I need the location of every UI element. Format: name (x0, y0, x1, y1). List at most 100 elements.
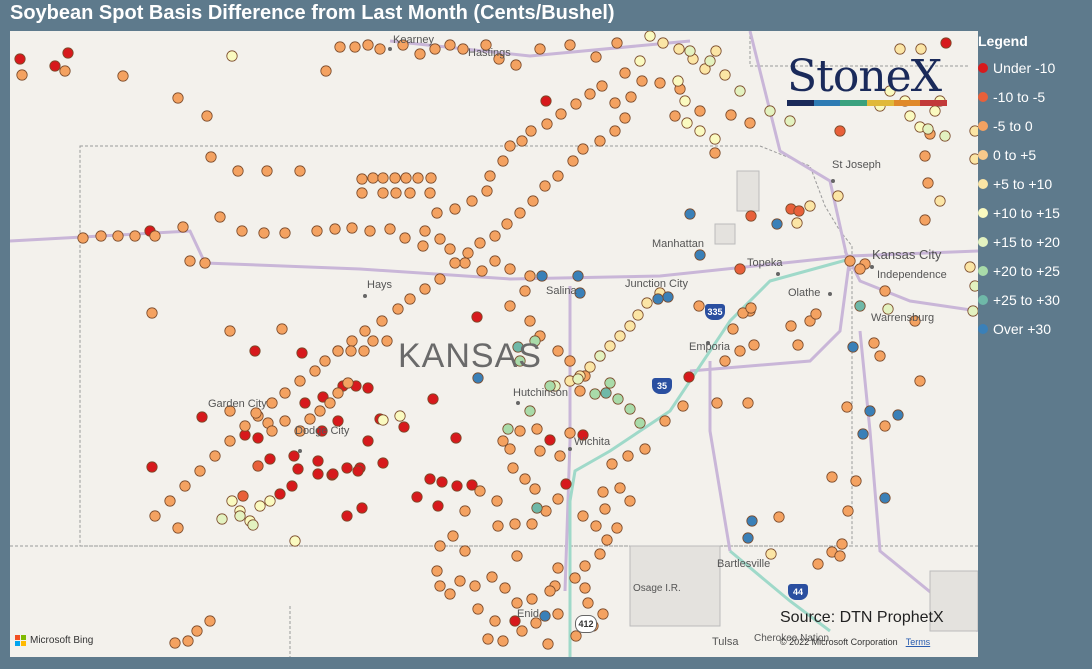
elevator-marker[interactable] (459, 505, 471, 517)
elevator-marker[interactable] (149, 510, 161, 522)
elevator-marker[interactable] (564, 427, 576, 439)
elevator-marker[interactable] (614, 330, 626, 342)
legend-item[interactable]: +20 to +25 (978, 256, 1092, 285)
elevator-marker[interactable] (377, 187, 389, 199)
elevator-marker[interactable] (346, 335, 358, 347)
elevator-marker[interactable] (489, 230, 501, 242)
elevator-marker[interactable] (358, 345, 370, 357)
elevator-marker[interactable] (552, 170, 564, 182)
elevator-marker[interactable] (129, 230, 141, 242)
elevator-marker[interactable] (404, 293, 416, 305)
elevator-marker[interactable] (214, 211, 226, 223)
elevator-marker[interactable] (597, 486, 609, 498)
elevator-marker[interactable] (514, 425, 526, 437)
elevator-marker[interactable] (417, 240, 429, 252)
elevator-marker[interactable] (447, 530, 459, 542)
elevator-marker[interactable] (882, 303, 894, 315)
elevator-marker[interactable] (194, 465, 206, 477)
elevator-marker[interactable] (184, 255, 196, 267)
elevator-marker[interactable] (196, 411, 208, 423)
elevator-marker[interactable] (364, 225, 376, 237)
elevator-marker[interactable] (748, 339, 760, 351)
elevator-marker[interactable] (264, 495, 276, 507)
elevator-marker[interactable] (604, 340, 616, 352)
elevator-marker[interactable] (266, 425, 278, 437)
elevator-marker[interactable] (564, 39, 576, 51)
elevator-marker[interactable] (367, 172, 379, 184)
elevator-marker[interactable] (247, 519, 259, 531)
elevator-marker[interactable] (879, 285, 891, 297)
elevator-marker[interactable] (572, 270, 584, 282)
elevator-marker[interactable] (536, 270, 548, 282)
elevator-marker[interactable] (524, 315, 536, 327)
elevator-marker[interactable] (419, 225, 431, 237)
elevator-marker[interactable] (552, 608, 564, 620)
elevator-marker[interactable] (879, 420, 891, 432)
elevator-marker[interactable] (236, 225, 248, 237)
elevator-marker[interactable] (929, 105, 941, 117)
elevator-marker[interactable] (857, 428, 869, 440)
elevator-marker[interactable] (484, 170, 496, 182)
elevator-marker[interactable] (884, 85, 896, 97)
elevator-marker[interactable] (497, 155, 509, 167)
elevator-marker[interactable] (432, 500, 444, 512)
elevator-marker[interactable] (632, 309, 644, 321)
elevator-marker[interactable] (232, 165, 244, 177)
elevator-marker[interactable] (624, 403, 636, 415)
elevator-marker[interactable] (609, 125, 621, 137)
elevator-marker[interactable] (204, 615, 216, 627)
elevator-marker[interactable] (570, 630, 582, 642)
elevator-marker[interactable] (362, 435, 374, 447)
elevator-marker[interactable] (634, 55, 646, 67)
elevator-marker[interactable] (345, 345, 357, 357)
elevator-marker[interactable] (793, 205, 805, 217)
elevator-marker[interactable] (312, 455, 324, 467)
elevator-marker[interactable] (316, 425, 328, 437)
elevator-marker[interactable] (411, 491, 423, 503)
elevator-marker[interactable] (604, 377, 616, 389)
elevator-marker[interactable] (294, 165, 306, 177)
elevator-marker[interactable] (424, 187, 436, 199)
elevator-marker[interactable] (177, 221, 189, 233)
elevator-marker[interactable] (812, 558, 824, 570)
elevator-marker[interactable] (399, 232, 411, 244)
elevator-marker[interactable] (596, 80, 608, 92)
elevator-marker[interactable] (694, 249, 706, 261)
elevator-marker[interactable] (374, 43, 386, 55)
elevator-marker[interactable] (771, 218, 783, 230)
elevator-marker[interactable] (594, 135, 606, 147)
elevator-marker[interactable] (969, 280, 978, 292)
elevator-marker[interactable] (367, 335, 379, 347)
elevator-marker[interactable] (612, 393, 624, 405)
elevator-marker[interactable] (288, 450, 300, 462)
elevator-marker[interactable] (570, 98, 582, 110)
elevator-marker[interactable] (709, 147, 721, 159)
elevator-marker[interactable] (239, 420, 251, 432)
elevator-marker[interactable] (425, 172, 437, 184)
elevator-marker[interactable] (511, 597, 523, 609)
elevator-marker[interactable] (742, 532, 754, 544)
elevator-marker[interactable] (77, 232, 89, 244)
elevator-marker[interactable] (341, 462, 353, 474)
elevator-marker[interactable] (424, 473, 436, 485)
elevator-marker[interactable] (261, 165, 273, 177)
elevator-marker[interactable] (699, 63, 711, 75)
elevator-marker[interactable] (16, 69, 28, 81)
elevator-marker[interactable] (294, 425, 306, 437)
elevator-marker[interactable] (969, 153, 978, 165)
elevator-marker[interactable] (59, 65, 71, 77)
elevator-marker[interactable] (276, 323, 288, 335)
elevator-marker[interactable] (892, 409, 904, 421)
elevator-marker[interactable] (304, 413, 316, 425)
elevator-marker[interactable] (529, 335, 541, 347)
elevator-marker[interactable] (327, 468, 339, 480)
elevator-marker[interactable] (362, 382, 374, 394)
elevator-marker[interactable] (252, 460, 264, 472)
elevator-marker[interactable] (377, 172, 389, 184)
elevator-marker[interactable] (474, 237, 486, 249)
elevator-marker[interactable] (524, 270, 536, 282)
elevator-marker[interactable] (746, 515, 758, 527)
elevator-marker[interactable] (694, 125, 706, 137)
elevator-marker[interactable] (791, 217, 803, 229)
elevator-marker[interactable] (734, 263, 746, 275)
